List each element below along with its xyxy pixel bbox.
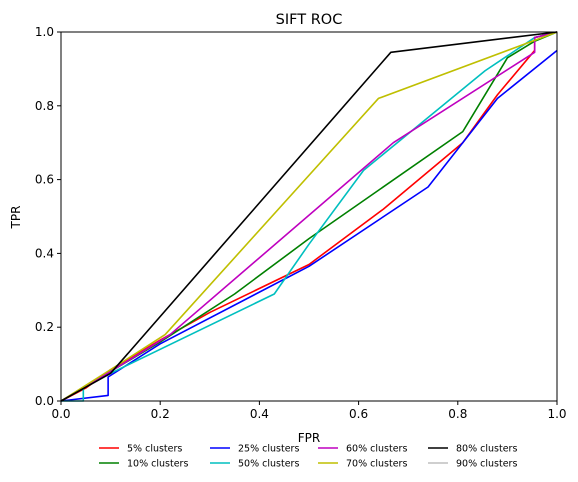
axes-layer: 0.0 0.2 0.4 0.6 0.8 1.0 0.0 0.2 0.4 0.6 0.8 1.0 [35, 25, 567, 421]
series-line-7 [60, 31, 558, 402]
legend-label-3: 25% clusters [238, 444, 299, 455]
series-layer [60, 31, 558, 402]
x-tick-label: 0.2 [151, 407, 170, 421]
y-tick-label: 0.8 [35, 99, 54, 113]
legend: 5% clusters 10% clusters 25% clusters 50% c… [99, 444, 517, 470]
legend-label-4: 50% clusters [238, 459, 299, 470]
y-axis-label: TPR [9, 206, 23, 230]
legend-label-8: 90% clusters [456, 459, 517, 470]
series-line-5 [60, 31, 558, 402]
x-tick-label: 0.4 [250, 407, 269, 421]
legend-label-7: 80% clusters [456, 444, 517, 455]
y-tick-label: 1.0 [35, 25, 54, 39]
axes-frame [60, 31, 558, 402]
legend-label-5: 60% clusters [346, 444, 407, 455]
x-tick-label: 0.6 [349, 407, 368, 421]
y-tick-label: 0.0 [35, 394, 54, 408]
legend-label-1: 5% clusters [127, 444, 182, 455]
legend-label-2: 10% clusters [127, 459, 188, 470]
y-tick-label: 0.4 [35, 246, 54, 260]
plot-area [61, 32, 557, 401]
x-tick-label: 1.0 [547, 407, 566, 421]
x-axis-label: FPR [298, 431, 320, 445]
legend-label-6: 70% clusters [346, 459, 407, 470]
plot-background [61, 32, 557, 401]
series-line-4 [61, 31, 558, 402]
series-line-3 [60, 49, 558, 402]
y-tick-label: 0.2 [35, 320, 54, 334]
series-line-6 [60, 31, 558, 402]
x-tick-label: 0.0 [51, 407, 70, 421]
chart-title: SIFT ROC [276, 12, 343, 28]
x-tick-label: 0.8 [448, 407, 467, 421]
y-tick-label: 0.6 [35, 173, 54, 187]
